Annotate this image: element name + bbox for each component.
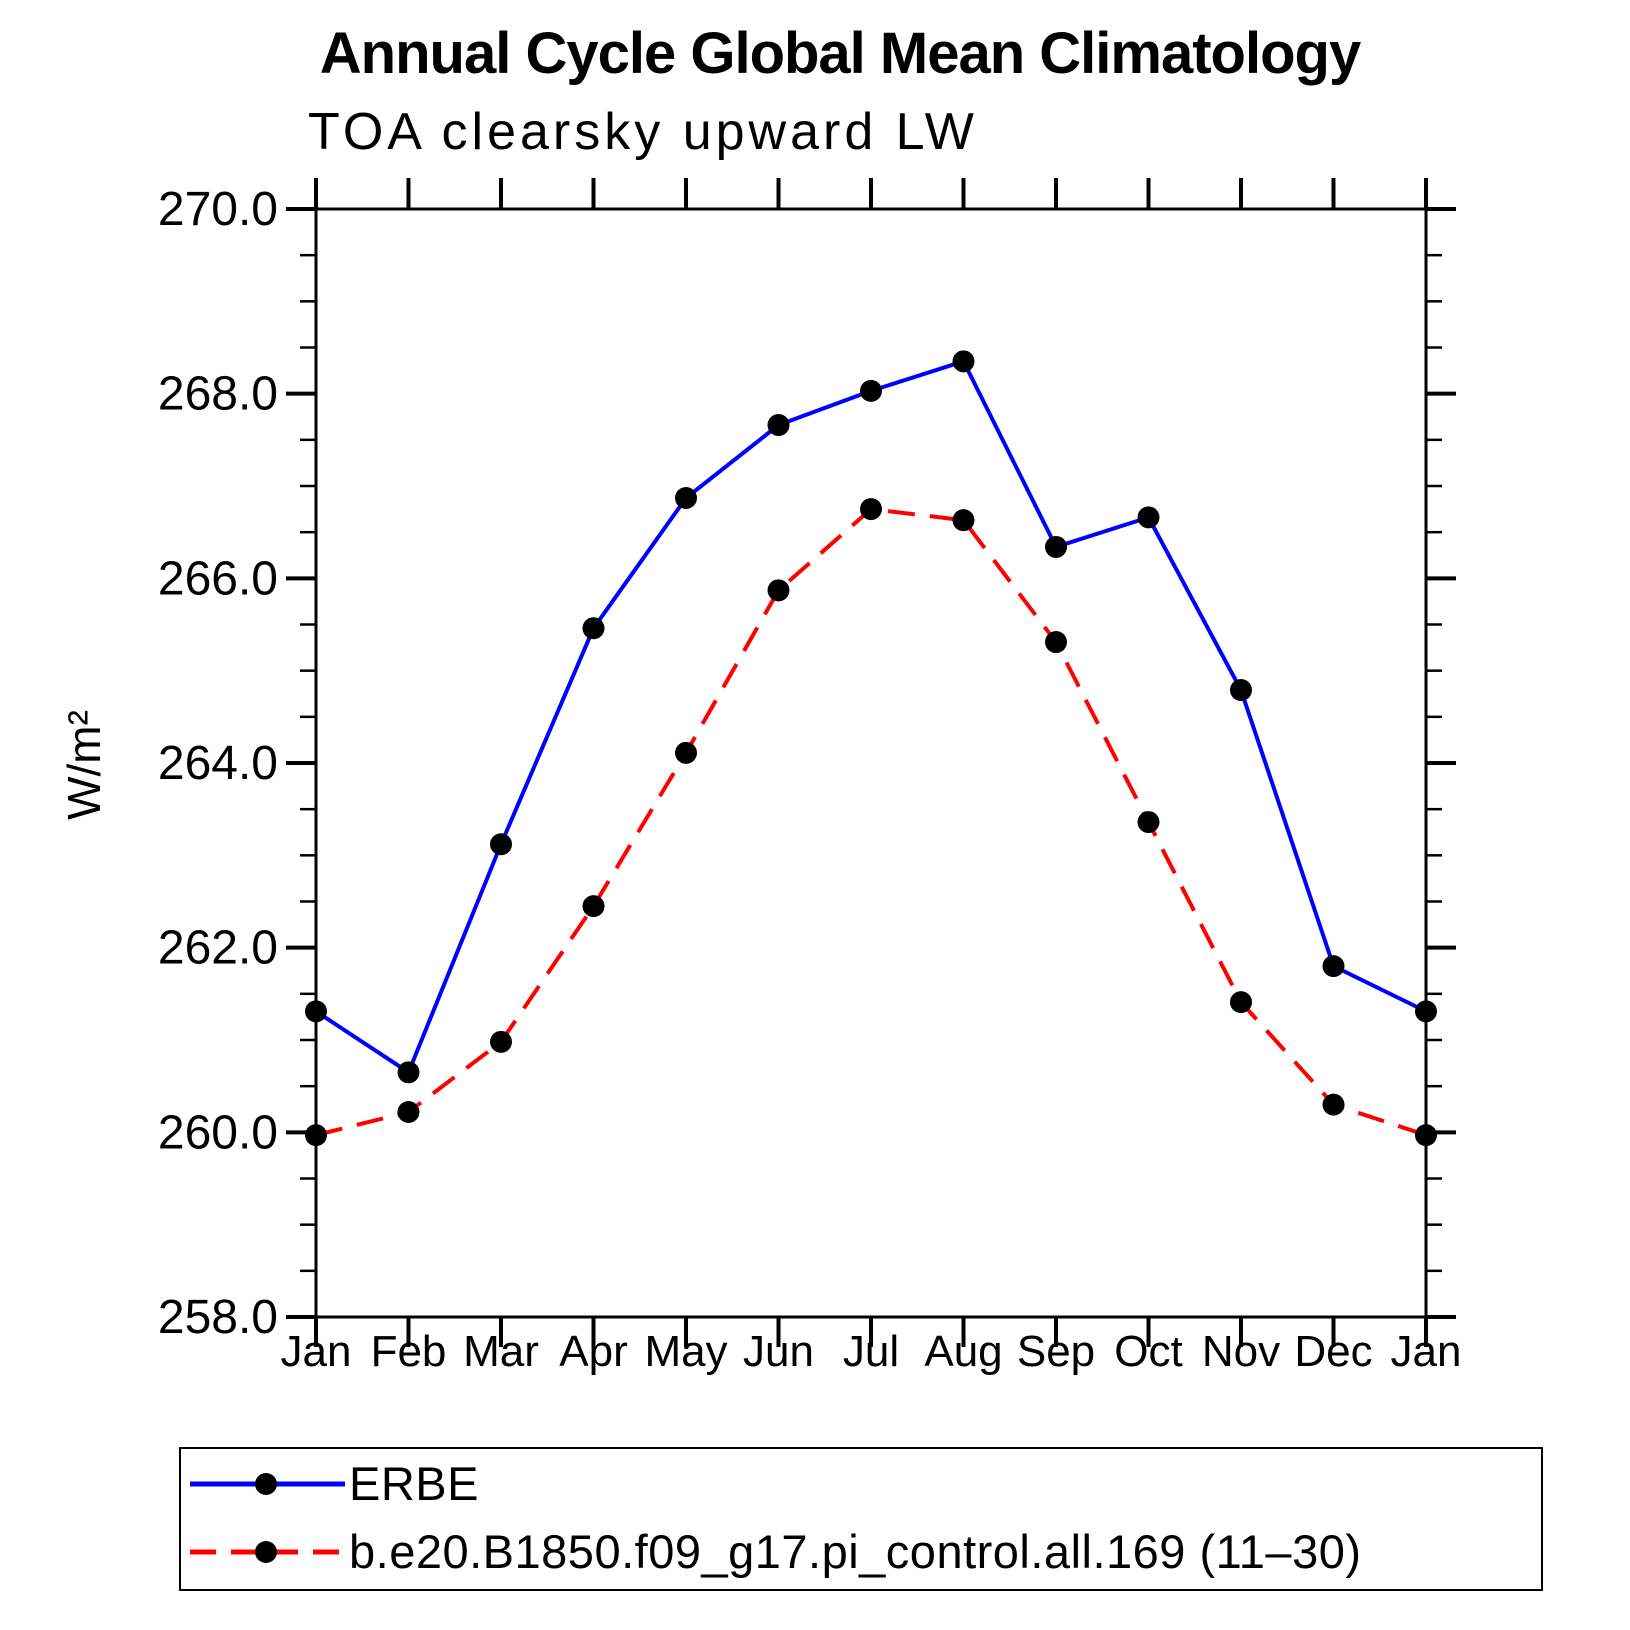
series-marker-0 — [1230, 679, 1252, 702]
series-marker-1 — [490, 1030, 512, 1053]
series-marker-0 — [1137, 506, 1160, 529]
series-marker-1 — [397, 1101, 420, 1124]
legend-label-model: b.e20.B1850.f09_g17.pi_control.all.169 (… — [349, 1525, 1362, 1578]
x-tick-label: Oct — [1114, 1327, 1182, 1376]
series-marker-0 — [675, 487, 697, 510]
legend-marker-0 — [255, 1473, 277, 1495]
series-marker-0 — [305, 1000, 327, 1023]
legend-label-erbe: ERBE — [349, 1457, 479, 1510]
series-marker-0 — [582, 617, 605, 640]
series-marker-0 — [397, 1061, 420, 1084]
series-marker-1 — [1045, 631, 1067, 654]
x-tick-label: Jan — [281, 1327, 352, 1376]
x-tick-label: Dec — [1294, 1327, 1372, 1376]
series-marker-0 — [490, 833, 512, 856]
series-marker-1 — [1137, 811, 1160, 834]
chart-subtitle: TOA clearsky upward LW — [308, 103, 978, 161]
series-marker-0 — [860, 379, 882, 402]
series-marker-1 — [952, 509, 975, 532]
x-tick-label: May — [644, 1327, 727, 1376]
x-tick-label: Jun — [743, 1327, 814, 1376]
series-marker-1 — [767, 579, 790, 602]
series-marker-1 — [1230, 991, 1252, 1014]
series-marker-1 — [675, 741, 697, 764]
chart-title: Annual Cycle Global Mean Climatology — [319, 21, 1361, 86]
series-marker-1 — [305, 1124, 327, 1147]
x-tick-label: Feb — [371, 1327, 447, 1376]
y-tick-label: 268.0 — [158, 368, 278, 421]
legend-marker-1 — [255, 1541, 277, 1563]
series-line-1 — [315, 506, 1427, 1138]
series-marker-0 — [1045, 535, 1067, 558]
series-marker-1 — [582, 895, 605, 918]
series-marker-0 — [767, 414, 790, 437]
series-marker-1 — [860, 498, 882, 521]
x-tick-label: Sep — [1017, 1327, 1095, 1376]
x-tick-label: Jan — [1391, 1327, 1462, 1376]
series-marker-0 — [1415, 1000, 1437, 1023]
y-tick-label: 266.0 — [158, 552, 278, 605]
x-tick-label: Nov — [1202, 1327, 1280, 1376]
axis-frame — [314, 207, 1428, 1319]
series-marker-1 — [1322, 1093, 1345, 1116]
x-tick-label: Aug — [924, 1327, 1002, 1376]
y-tick-label: 260.0 — [158, 1106, 278, 1159]
series-line-0 — [314, 358, 1427, 1076]
legend-box — [179, 1447, 1543, 1591]
x-tick-label: Apr — [559, 1327, 627, 1376]
x-tick-label: Jul — [843, 1327, 899, 1376]
y-tick-label: 264.0 — [158, 737, 278, 790]
y-tick-label: 262.0 — [158, 922, 278, 975]
y-tick-label: 258.0 — [158, 1291, 278, 1344]
series-marker-1 — [1415, 1124, 1437, 1147]
series-marker-0 — [1322, 955, 1345, 978]
y-tick-label: 270.0 — [158, 183, 278, 236]
x-tick-label: Mar — [463, 1327, 539, 1376]
series-marker-0 — [952, 350, 975, 373]
